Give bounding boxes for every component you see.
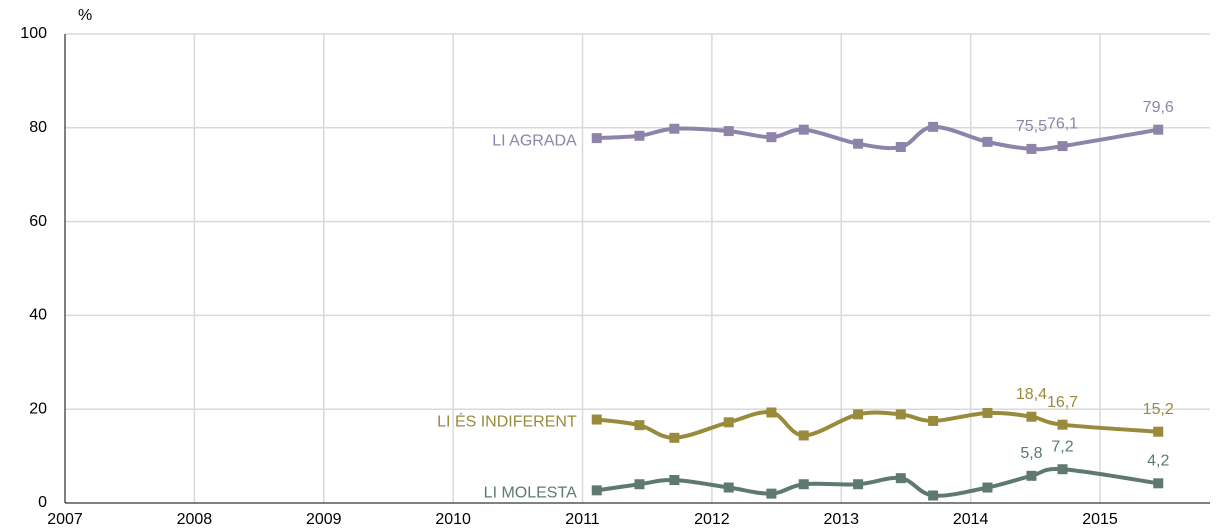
marker [723, 482, 734, 493]
data-label: 7,2 [1051, 438, 1073, 455]
y-unit: % [78, 7, 92, 24]
marker [853, 479, 864, 490]
marker [591, 414, 602, 425]
x-tick-label: 2009 [306, 511, 342, 528]
y-tick-label: 80 [29, 119, 47, 136]
marker [766, 407, 777, 418]
marker [591, 133, 602, 144]
marker [766, 132, 777, 143]
data-label: 18,4 [1016, 386, 1047, 403]
x-tick-label: 2007 [47, 511, 83, 528]
data-label: 4,2 [1147, 453, 1169, 470]
data-label: 76,1 [1047, 115, 1078, 132]
marker [798, 479, 809, 490]
marker [634, 479, 645, 490]
marker [798, 124, 809, 135]
x-tick-label: 2013 [823, 511, 859, 528]
x-tick-label: 2014 [953, 511, 989, 528]
marker [1057, 464, 1068, 475]
marker [723, 417, 734, 428]
data-label: 5,8 [1020, 445, 1042, 462]
x-tick-label: 2011 [565, 511, 600, 528]
marker [1153, 124, 1164, 135]
marker [669, 123, 680, 134]
marker [723, 126, 734, 137]
marker [895, 142, 906, 153]
marker [928, 490, 939, 501]
marker [895, 409, 906, 420]
marker [928, 415, 939, 426]
series-line [596, 467, 1159, 498]
y-tick-label: 20 [29, 400, 47, 417]
series-line [596, 410, 1159, 440]
marker [928, 121, 939, 132]
marker [1153, 426, 1164, 437]
x-tick-label: 2012 [694, 511, 730, 528]
data-label: 16,7 [1047, 394, 1078, 411]
x-tick-label: 2015 [1082, 511, 1118, 528]
marker [798, 430, 809, 441]
marker [766, 488, 777, 499]
marker [1026, 411, 1037, 422]
x-tick-label: 2008 [177, 511, 213, 528]
data-label: 15,2 [1143, 401, 1174, 418]
data-label: 75,5 [1016, 118, 1047, 135]
marker [669, 475, 680, 486]
marker [1057, 419, 1068, 430]
y-tick-label: 60 [29, 213, 47, 230]
x-tick-label: 2010 [435, 511, 471, 528]
marker [982, 407, 993, 418]
marker [591, 485, 602, 496]
y-tick-label: 40 [29, 307, 47, 324]
series-label: LI ÉS INDIFERENT [437, 412, 577, 431]
series-label: LI AGRADA [492, 132, 577, 149]
series-label: LI MOLESTA [484, 485, 577, 502]
marker [634, 130, 645, 141]
marker [1057, 141, 1068, 152]
marker [982, 136, 993, 147]
marker [895, 473, 906, 484]
marker [634, 420, 645, 431]
marker [853, 138, 864, 149]
marker [1153, 478, 1164, 489]
marker [669, 432, 680, 443]
marker [982, 482, 993, 493]
y-tick-label: 100 [20, 25, 47, 42]
marker [1026, 143, 1037, 154]
marker [1026, 470, 1037, 481]
marker [853, 409, 864, 420]
data-label: 79,6 [1143, 99, 1174, 116]
y-tick-label: 0 [38, 494, 47, 511]
